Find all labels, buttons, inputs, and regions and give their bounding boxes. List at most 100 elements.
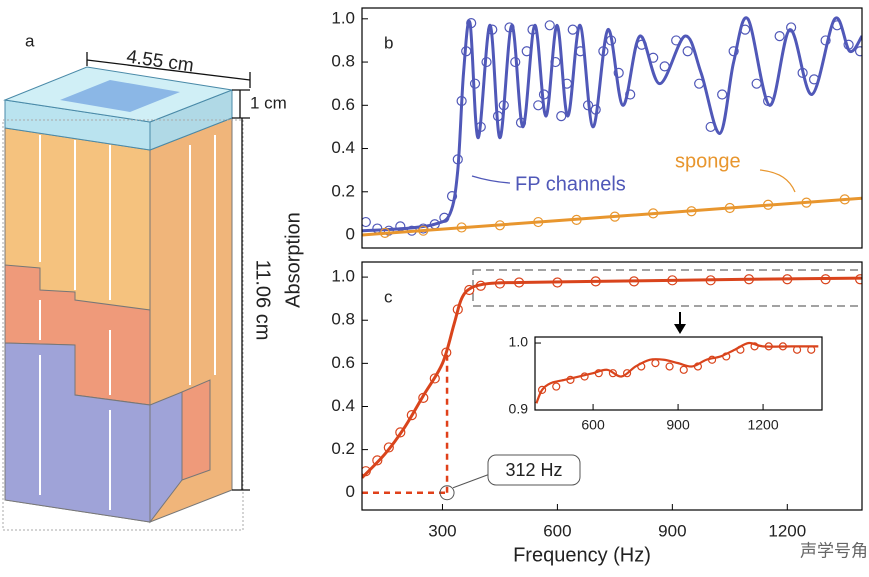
- data-point: [456, 222, 467, 233]
- y-tick-label: 0.2: [331, 439, 355, 458]
- data-point: [379, 227, 391, 238]
- series-line: [535, 341, 819, 404]
- data-point: [679, 365, 688, 374]
- data-point: [561, 78, 573, 89]
- data-point: [774, 31, 785, 42]
- data-point: [705, 275, 716, 286]
- data-point: [461, 46, 472, 57]
- data-point: [807, 345, 816, 354]
- data-point: [362, 216, 371, 228]
- data-point: [667, 275, 678, 286]
- data-point: [567, 24, 578, 35]
- data-point: [651, 359, 660, 368]
- cap-label: 1 cm: [250, 93, 287, 112]
- y-tick-label: 1.0: [509, 334, 529, 350]
- x-tick-label: 900: [666, 417, 690, 433]
- data-point: [693, 362, 703, 371]
- y-tick-label: 0.8: [331, 52, 355, 71]
- data-point: [637, 362, 646, 371]
- data-point: [510, 56, 521, 68]
- series-line: [362, 276, 862, 479]
- data-point: [372, 455, 383, 466]
- height-label: 11.06 cm: [252, 260, 274, 341]
- data-point: [575, 46, 586, 57]
- data-point: [487, 24, 498, 35]
- data-point: [515, 117, 527, 128]
- y-tick-label: 0.4: [331, 138, 355, 157]
- data-point: [383, 442, 394, 453]
- data-point: [659, 61, 670, 72]
- zoom-box: [472, 269, 863, 307]
- data-point: [475, 121, 486, 133]
- series-line: [362, 16, 862, 233]
- data-point: [527, 24, 538, 35]
- data-point: [707, 355, 717, 364]
- data-point: [556, 111, 567, 122]
- data-point: [839, 194, 850, 205]
- data-point: [686, 206, 697, 217]
- data-point: [598, 46, 609, 57]
- data-point: [605, 35, 617, 46]
- series-annotation: sponge: [675, 150, 741, 172]
- data-point: [513, 277, 525, 288]
- data-point: [854, 46, 862, 57]
- data-point: [764, 342, 773, 351]
- inset-background: [535, 337, 822, 410]
- data-point: [622, 369, 632, 378]
- data-point: [590, 104, 601, 115]
- data-point: [843, 39, 854, 50]
- data-point: [406, 410, 417, 421]
- data-point: [609, 211, 620, 222]
- data-point: [494, 220, 506, 231]
- data-point: [763, 199, 774, 210]
- data-point: [452, 304, 463, 315]
- data-point: [705, 121, 716, 133]
- panel-label: b: [384, 33, 393, 52]
- panel-label: a: [25, 31, 35, 50]
- data-point: [469, 78, 481, 89]
- data-point: [636, 39, 647, 50]
- data-point: [736, 345, 745, 354]
- dimension-lines: [86, 52, 251, 491]
- bounding-box: [2, 119, 244, 531]
- x-tick-label: 300: [428, 521, 456, 540]
- data-point: [582, 100, 594, 111]
- data-point: [494, 278, 506, 289]
- data-point: [571, 214, 582, 225]
- annotation-arrow: [471, 175, 511, 184]
- data-point: [580, 372, 589, 381]
- data-point: [682, 46, 693, 57]
- data-point: [740, 24, 751, 35]
- marker-box: [487, 454, 581, 486]
- data-point: [717, 89, 728, 100]
- data-point: [533, 100, 544, 111]
- y-tick-label: 0.8: [331, 310, 355, 329]
- y-tick-label: 1.0: [331, 267, 355, 286]
- y-tick-label: 1.0: [331, 8, 355, 27]
- arrow-head: [674, 324, 686, 334]
- data-point: [537, 385, 547, 395]
- data-point: [504, 22, 515, 33]
- data-point: [648, 208, 659, 219]
- x-axis-label: Frequency (Hz): [513, 544, 651, 566]
- y-tick-label: 0: [346, 482, 355, 501]
- data-point: [778, 342, 788, 351]
- data-point: [452, 154, 463, 165]
- data-point: [751, 78, 762, 89]
- data-point: [665, 362, 674, 371]
- data-point: [671, 35, 682, 46]
- width-label: 4.55 cm: [125, 46, 195, 76]
- y-tick-label: 0.9: [509, 401, 529, 417]
- marker-leader: [452, 473, 491, 489]
- x-tick-label: 900: [658, 521, 686, 540]
- x-tick-label: 1200: [768, 521, 806, 540]
- data-point: [786, 22, 797, 33]
- series-group: [362, 16, 862, 238]
- y-axis-label: Absorption: [282, 212, 304, 308]
- x-tick-label: 600: [581, 417, 605, 433]
- data-point: [538, 89, 550, 100]
- watermark: 声学号角: [800, 541, 868, 560]
- slits: [39, 135, 216, 510]
- data-point: [797, 67, 808, 78]
- marker-ring: [439, 485, 455, 501]
